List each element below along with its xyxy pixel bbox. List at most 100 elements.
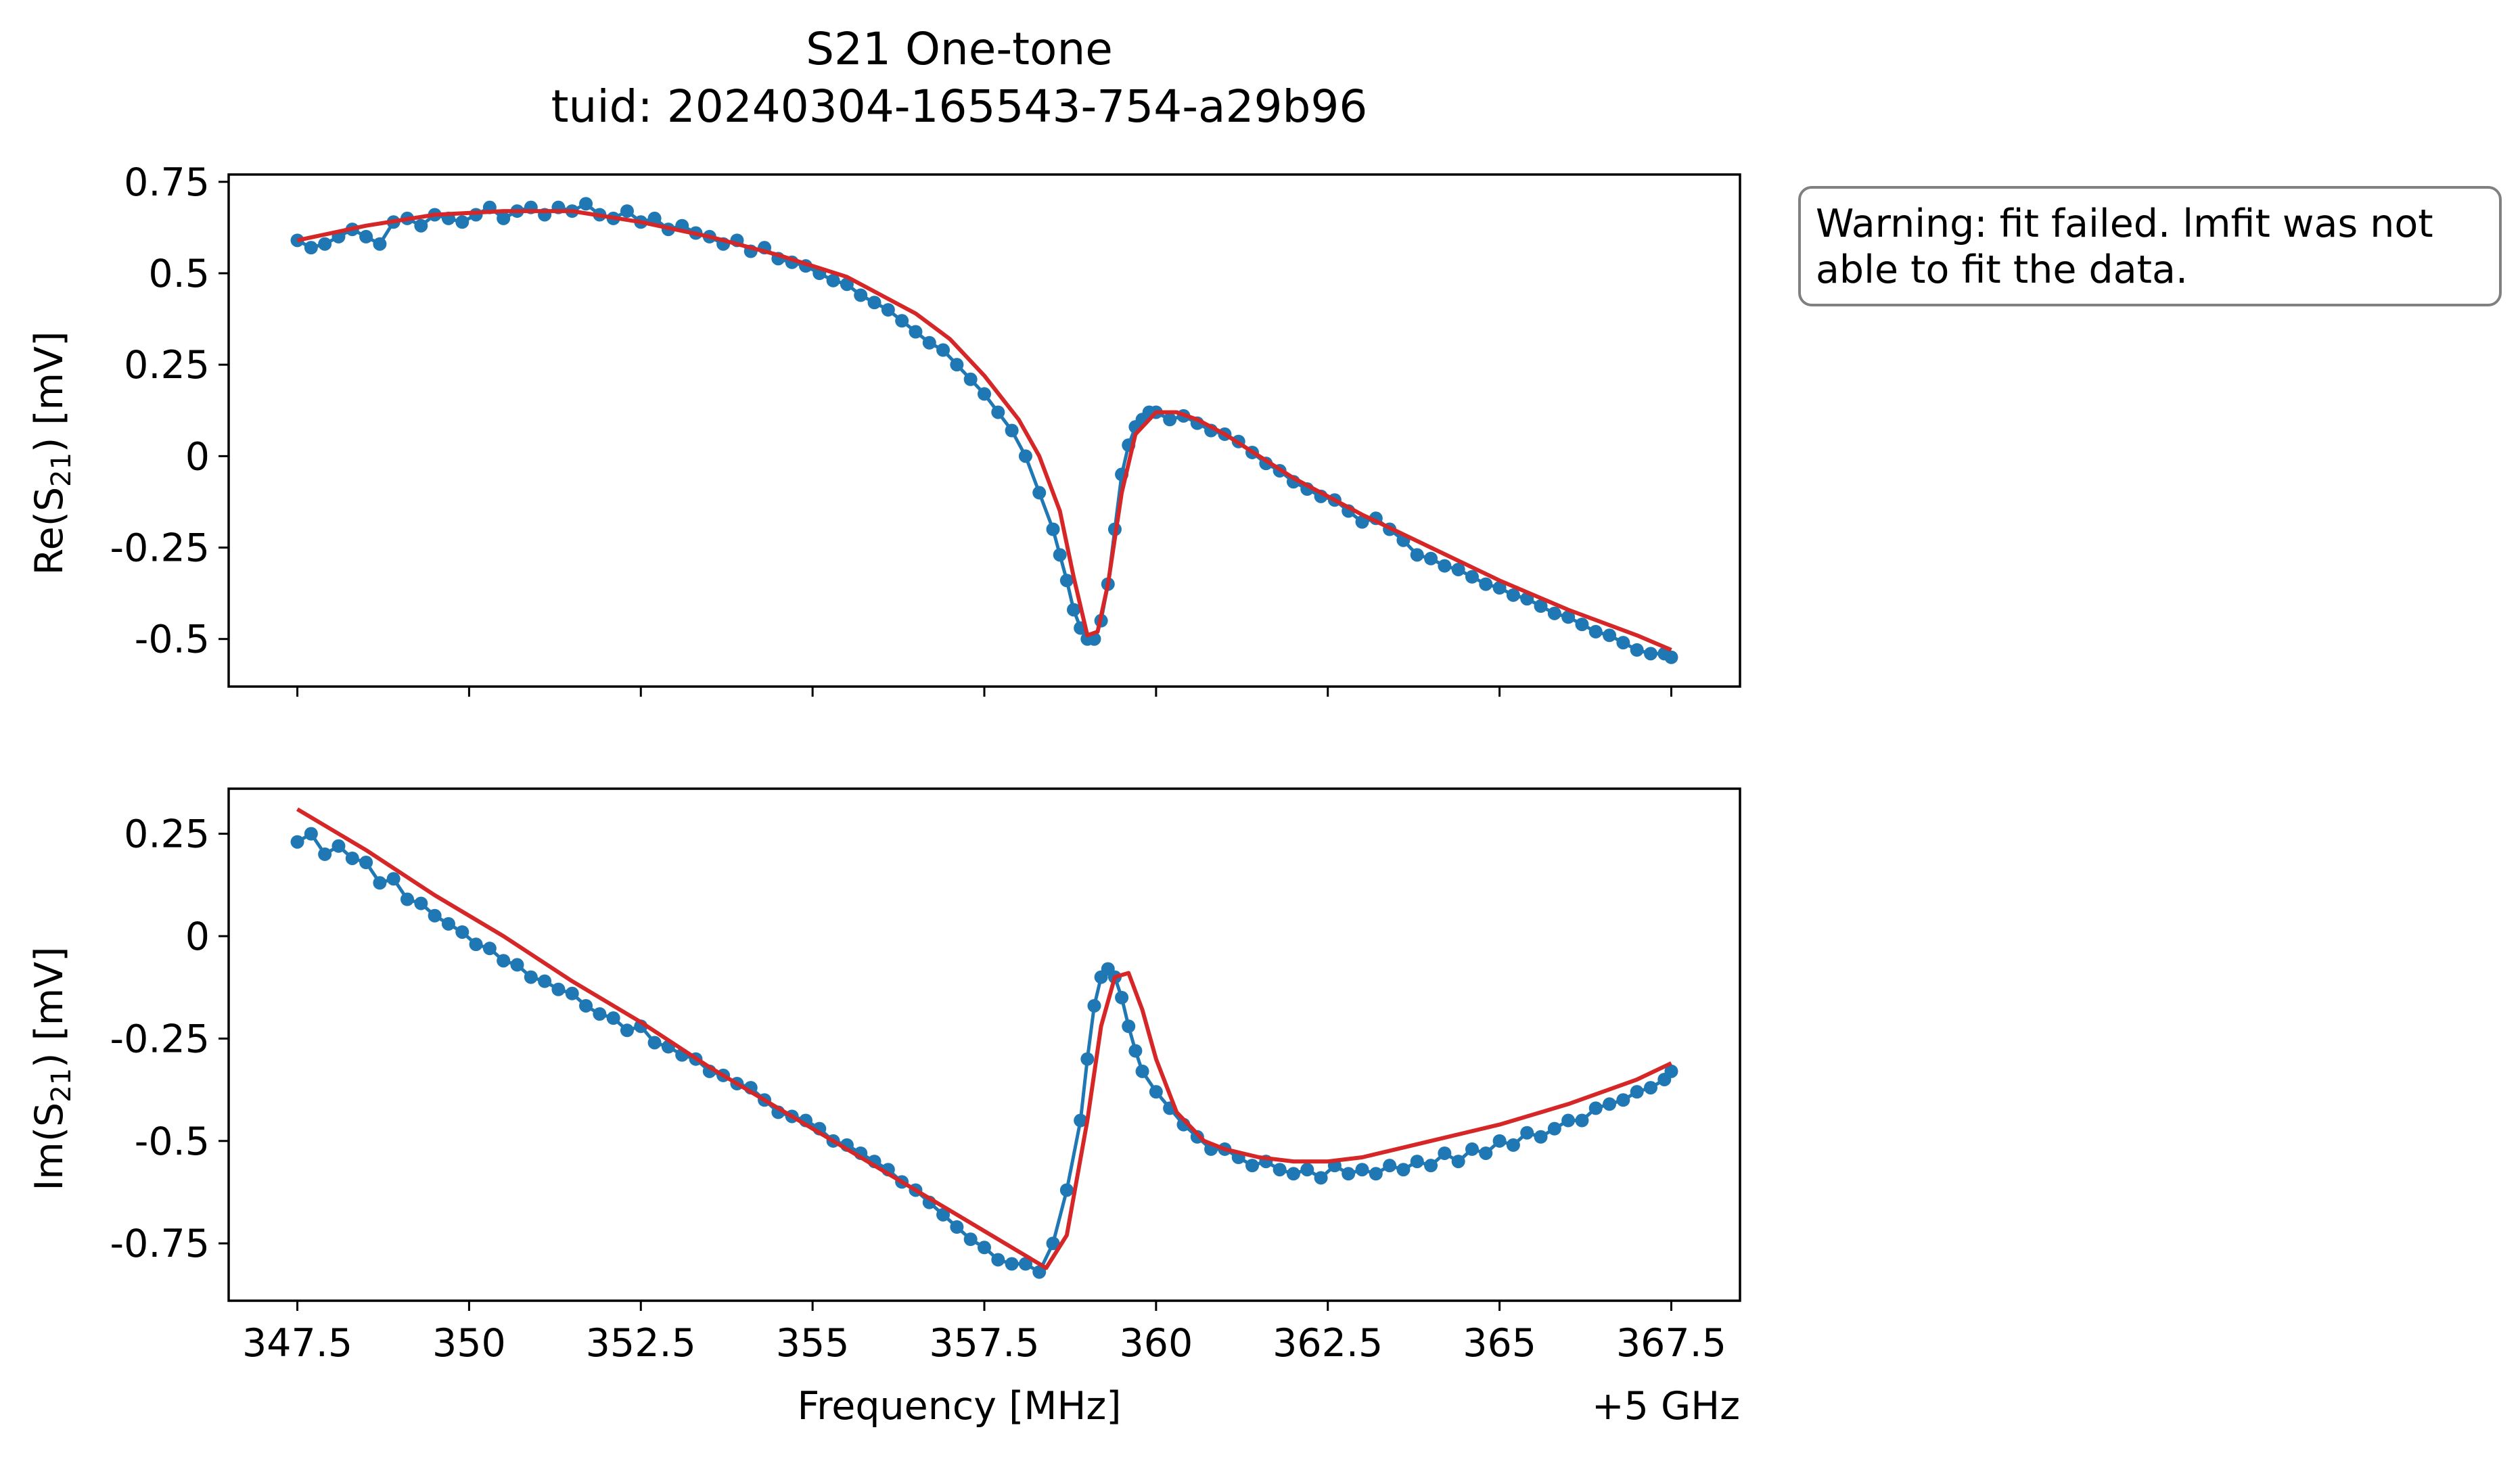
data-point bbox=[400, 892, 415, 906]
data-point bbox=[1005, 423, 1019, 438]
data-point bbox=[1506, 1138, 1520, 1152]
data-point bbox=[1355, 1163, 1369, 1177]
data-point bbox=[1603, 628, 1617, 643]
data-point bbox=[936, 1207, 950, 1222]
data-point bbox=[1465, 1142, 1479, 1156]
data-point bbox=[565, 986, 579, 1000]
data-point bbox=[1032, 486, 1047, 500]
x-tick-label: 357.5 bbox=[929, 1321, 1039, 1366]
data-point bbox=[1005, 1257, 1019, 1271]
data-point bbox=[950, 358, 964, 372]
y-tick-label: -0.5 bbox=[135, 618, 210, 662]
data-point bbox=[441, 917, 455, 931]
data-point bbox=[1410, 548, 1424, 562]
re-s21-panel: 0.75 0.5 0.25 0 -0.25 -0.5 bbox=[110, 160, 1741, 697]
data-point bbox=[359, 856, 373, 870]
data-point bbox=[386, 872, 400, 886]
data-point bbox=[881, 303, 895, 317]
data-point bbox=[1080, 1052, 1095, 1066]
data-point bbox=[482, 942, 497, 956]
chart-title: S21 One-tone bbox=[806, 23, 1113, 75]
data-point bbox=[1032, 1265, 1047, 1279]
x-tick-label: 360 bbox=[1119, 1321, 1193, 1366]
fit-warning-box: Warning: fit failed. lmfit was not able … bbox=[1798, 186, 2502, 306]
data-point bbox=[963, 372, 978, 386]
x-tick-label: 365 bbox=[1463, 1321, 1536, 1366]
y-tick-label: 0.25 bbox=[124, 343, 210, 388]
data-point bbox=[1438, 1146, 1452, 1160]
y-tick-label: -0.25 bbox=[110, 1017, 210, 1061]
data-point bbox=[1115, 990, 1129, 1004]
data-point bbox=[620, 204, 634, 218]
data-point bbox=[1506, 588, 1520, 602]
data-point bbox=[867, 296, 881, 310]
data-point bbox=[1575, 618, 1589, 632]
x-tick-label: 362.5 bbox=[1273, 1321, 1383, 1366]
data-point bbox=[1369, 1167, 1383, 1181]
data-point bbox=[1588, 624, 1603, 639]
data-point bbox=[895, 314, 909, 328]
data-point bbox=[1479, 1146, 1493, 1160]
data-point bbox=[497, 211, 511, 225]
data-point bbox=[854, 288, 868, 302]
data-point bbox=[1046, 1236, 1060, 1251]
y-tick-label: -0.5 bbox=[135, 1119, 210, 1164]
data-point bbox=[1046, 522, 1060, 536]
data-point bbox=[1059, 574, 1074, 588]
data-point bbox=[318, 847, 332, 861]
data-point bbox=[1561, 610, 1576, 624]
data-point bbox=[1424, 551, 1438, 565]
data-point bbox=[1163, 413, 1177, 427]
data-point bbox=[290, 835, 304, 849]
y-tick-label: -0.75 bbox=[110, 1222, 210, 1266]
data-point bbox=[1451, 562, 1465, 576]
data-point bbox=[455, 215, 469, 229]
x-tick-label: 352.5 bbox=[586, 1321, 696, 1366]
data-point bbox=[647, 211, 662, 225]
y-tick-label: 0 bbox=[185, 914, 210, 959]
data-point bbox=[455, 925, 469, 939]
data-point bbox=[620, 1023, 634, 1038]
data-point bbox=[469, 937, 483, 952]
data-point bbox=[991, 405, 1005, 419]
data-point bbox=[978, 1241, 991, 1255]
data-point bbox=[909, 325, 923, 339]
data-point bbox=[1643, 647, 1657, 661]
data-point bbox=[1074, 1113, 1088, 1128]
data-point bbox=[936, 343, 950, 357]
data-point bbox=[1245, 1159, 1260, 1173]
data-point bbox=[551, 982, 566, 996]
data-point bbox=[1087, 998, 1101, 1013]
data-point bbox=[414, 896, 428, 910]
data-point bbox=[1396, 1163, 1411, 1177]
data-point bbox=[304, 241, 318, 255]
data-point bbox=[606, 1011, 620, 1025]
axes-frame bbox=[227, 787, 1741, 1302]
data-point bbox=[1149, 1085, 1163, 1099]
data-point bbox=[1479, 577, 1493, 591]
data-series-line bbox=[296, 202, 1672, 659]
data-point bbox=[1603, 1097, 1617, 1111]
data-point bbox=[414, 218, 428, 233]
im-s21-panel: 347.5 350 352.5 355 357.5 360 362.5 365 367.5 0.2… bbox=[110, 787, 1741, 1366]
data-point bbox=[1342, 1167, 1356, 1181]
data-point bbox=[1630, 643, 1644, 657]
data-point bbox=[1547, 606, 1561, 620]
data-point bbox=[1410, 1155, 1424, 1169]
data-point bbox=[345, 851, 359, 865]
data-point bbox=[510, 958, 524, 972]
data-point bbox=[922, 335, 936, 350]
y-axis-label-top: Re(S21) [mV] bbox=[27, 331, 77, 576]
data-point bbox=[1122, 1019, 1136, 1034]
data-point bbox=[1286, 1167, 1300, 1181]
x-tick-label: 347.5 bbox=[242, 1321, 352, 1366]
data-point bbox=[1424, 1159, 1438, 1173]
data-point bbox=[359, 229, 373, 244]
data-point bbox=[331, 839, 346, 853]
data-point bbox=[538, 974, 552, 988]
data-point bbox=[647, 1036, 662, 1050]
data-point bbox=[1465, 570, 1479, 584]
x-offset-label: +5 GHz bbox=[1592, 1384, 1740, 1429]
data-point bbox=[978, 387, 991, 401]
